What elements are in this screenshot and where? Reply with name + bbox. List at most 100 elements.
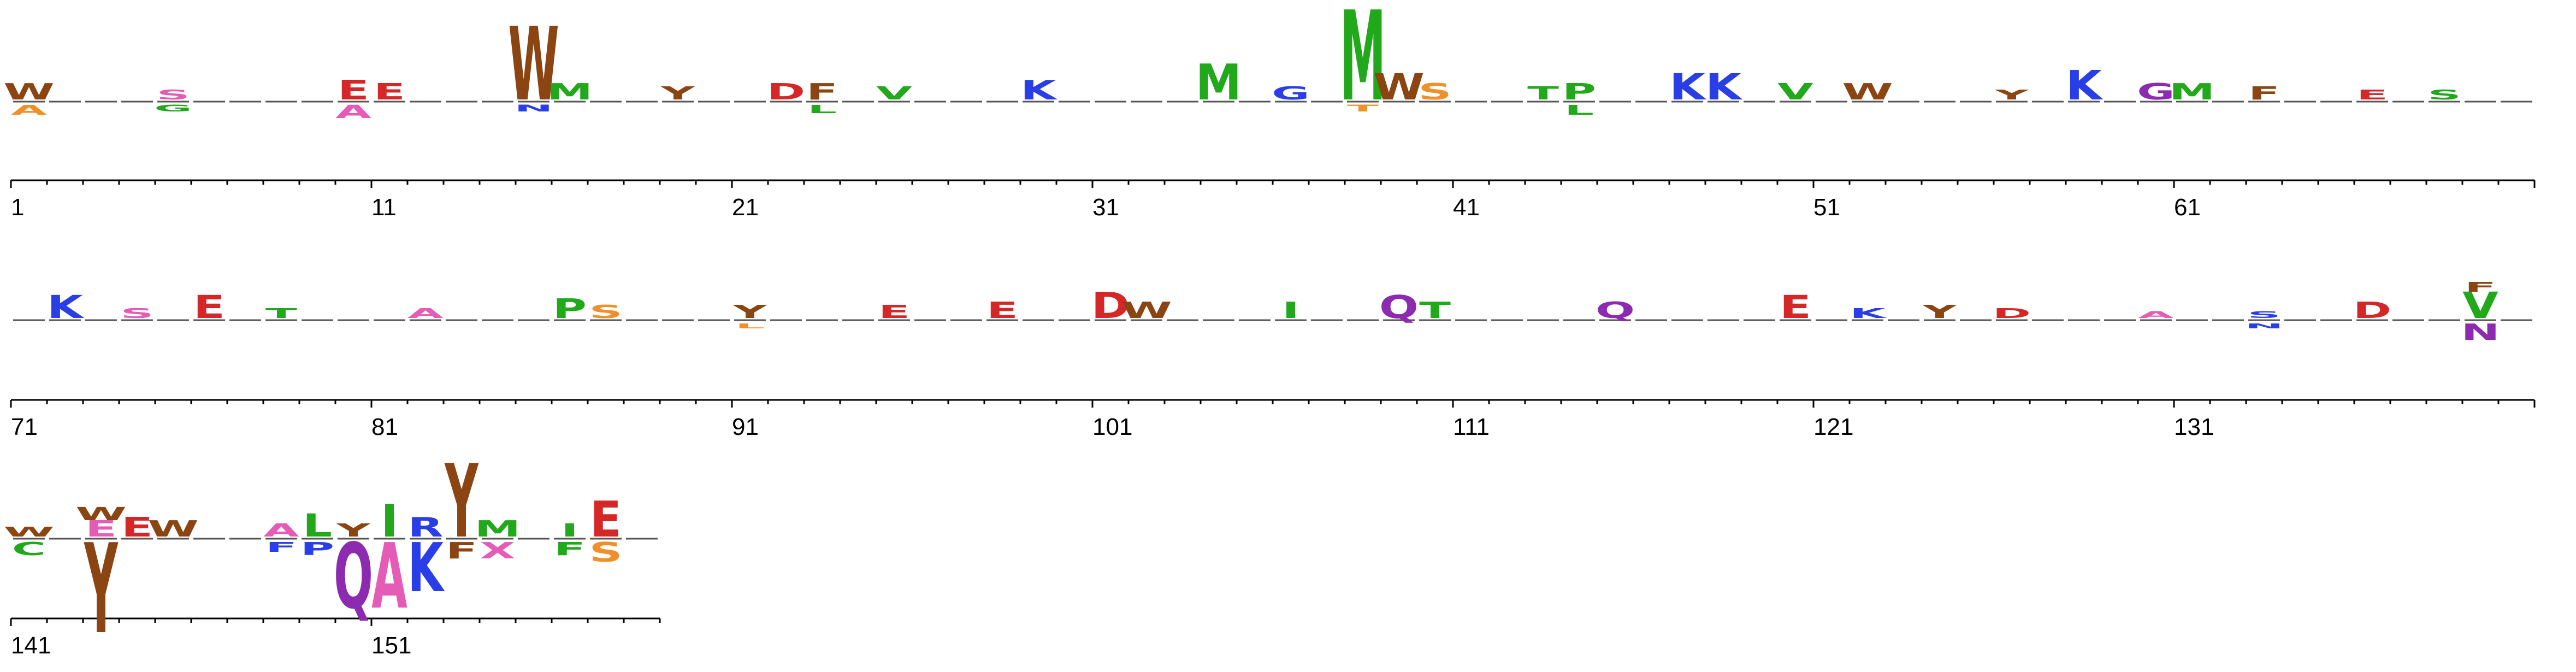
svg-text:E: E xyxy=(85,516,117,542)
logo-glyph-e: E xyxy=(121,512,153,543)
svg-text:G: G xyxy=(1272,83,1310,104)
svg-text:W: W xyxy=(3,524,55,540)
svg-text:S: S xyxy=(2427,87,2461,103)
svg-text:K: K xyxy=(407,529,445,607)
logo-glyph-w: W xyxy=(147,516,199,542)
svg-text:E: E xyxy=(2356,87,2388,103)
logo-glyph-w: W xyxy=(1842,79,1893,105)
logo-glyph-r: R xyxy=(407,512,443,543)
logo-glyph-e: E xyxy=(878,302,910,322)
logo-glyph-a: A xyxy=(263,520,299,541)
logo-glyph-w: W xyxy=(3,79,55,105)
svg-text:F: F xyxy=(554,539,586,559)
logo-glyph-k: K xyxy=(1850,305,1887,321)
svg-text:S: S xyxy=(120,305,153,321)
svg-text:W: W xyxy=(3,79,55,105)
svg-text:A: A xyxy=(371,524,407,629)
svg-text:A: A xyxy=(407,305,444,321)
svg-text:Y: Y xyxy=(660,83,696,104)
svg-text:X: X xyxy=(480,538,515,564)
logo-glyph-s: S xyxy=(589,537,622,568)
tick-label: 151 xyxy=(371,632,411,659)
svg-text:G: G xyxy=(2137,79,2175,105)
logo-glyph-e: E xyxy=(193,290,225,326)
logo-glyph-l: L xyxy=(303,508,332,545)
svg-text:D: D xyxy=(1091,285,1130,326)
tick-label: 131 xyxy=(2174,414,2214,440)
logo-glyph-l: L xyxy=(735,322,765,330)
svg-text:D: D xyxy=(767,79,805,105)
svg-text:A: A xyxy=(335,102,371,122)
svg-text:N: N xyxy=(2461,319,2500,345)
svg-text:M: M xyxy=(1196,54,1242,111)
svg-text:K: K xyxy=(1705,66,1743,108)
logo-glyph-v: V xyxy=(1777,79,1813,105)
svg-text:F: F xyxy=(806,79,838,105)
logo-glyph-n: N xyxy=(2461,319,2500,345)
svg-text:F: F xyxy=(2465,279,2496,295)
tick-label: 71 xyxy=(11,414,38,440)
svg-text:A: A xyxy=(11,102,48,118)
logo-glyph-v: V xyxy=(2462,285,2498,326)
svg-text:D: D xyxy=(1993,305,2031,321)
svg-text:K: K xyxy=(2066,62,2104,109)
svg-text:S: S xyxy=(589,302,622,322)
svg-text:W: W xyxy=(147,516,199,542)
svg-text:Q: Q xyxy=(1379,290,1419,326)
logo-glyph-s: S xyxy=(589,302,622,322)
logo-glyph-g: G xyxy=(2137,79,2175,105)
logo-glyph-e: E xyxy=(2356,87,2388,103)
svg-text:A: A xyxy=(2138,310,2174,320)
logo-glyph-w: W xyxy=(3,524,55,540)
logo-glyph-e: E xyxy=(85,516,117,542)
svg-text:I: I xyxy=(561,520,578,541)
logo-glyph-k: K xyxy=(407,529,445,607)
svg-text:E: E xyxy=(193,290,225,326)
svg-text:E: E xyxy=(121,512,153,543)
svg-text:W: W xyxy=(1373,66,1425,108)
svg-text:M: M xyxy=(547,79,593,105)
svg-text:W: W xyxy=(1121,297,1172,323)
tick-label: 121 xyxy=(1813,414,1853,440)
svg-text:W: W xyxy=(508,5,559,123)
logo-glyph-k: K xyxy=(2066,62,2104,109)
svg-text:E: E xyxy=(878,302,910,322)
svg-text:L: L xyxy=(1564,102,1594,118)
tick-label: 81 xyxy=(371,414,398,440)
svg-text:P: P xyxy=(553,293,587,325)
logo-glyph-l: L xyxy=(807,103,837,116)
logo-glyph-f: F xyxy=(265,539,297,555)
logo-glyph-t: T xyxy=(1419,297,1451,323)
logo-glyph-m: M xyxy=(547,79,593,105)
logo-glyph-a: A xyxy=(11,102,48,118)
logo-glyph-i: I xyxy=(561,520,578,541)
svg-text:R: R xyxy=(407,512,443,543)
logo-glyph-y: Y xyxy=(444,443,479,561)
svg-text:N: N xyxy=(514,103,553,114)
logo-glyph-y: Y xyxy=(1922,302,1958,322)
svg-text:T: T xyxy=(1347,103,1379,114)
svg-text:T: T xyxy=(265,305,297,321)
logo-glyph-m: M xyxy=(1196,54,1242,111)
logo-glyph-w: W xyxy=(1121,297,1172,323)
logo-glyph-s: S xyxy=(156,87,190,103)
logo-glyph-n: N xyxy=(514,103,553,114)
svg-text:M: M xyxy=(1340,0,1386,129)
svg-text:P: P xyxy=(1562,79,1596,105)
svg-text:L: L xyxy=(303,508,332,545)
logo-glyph-x: X xyxy=(480,538,515,564)
logo-glyph-t: T xyxy=(265,305,297,321)
svg-text:S: S xyxy=(1418,79,1451,105)
logo-glyph-w: W xyxy=(1373,66,1425,108)
tick-label: 41 xyxy=(1453,194,1480,221)
svg-text:Y: Y xyxy=(1994,87,2029,103)
svg-text:V: V xyxy=(1777,79,1813,105)
logo-glyph-q: Q xyxy=(1596,297,1635,323)
svg-text:D: D xyxy=(2353,297,2391,323)
logo-glyph-e: E xyxy=(374,79,405,105)
tick-label: 1 xyxy=(11,194,24,221)
svg-text:E: E xyxy=(374,79,405,105)
svg-text:L: L xyxy=(735,322,765,330)
